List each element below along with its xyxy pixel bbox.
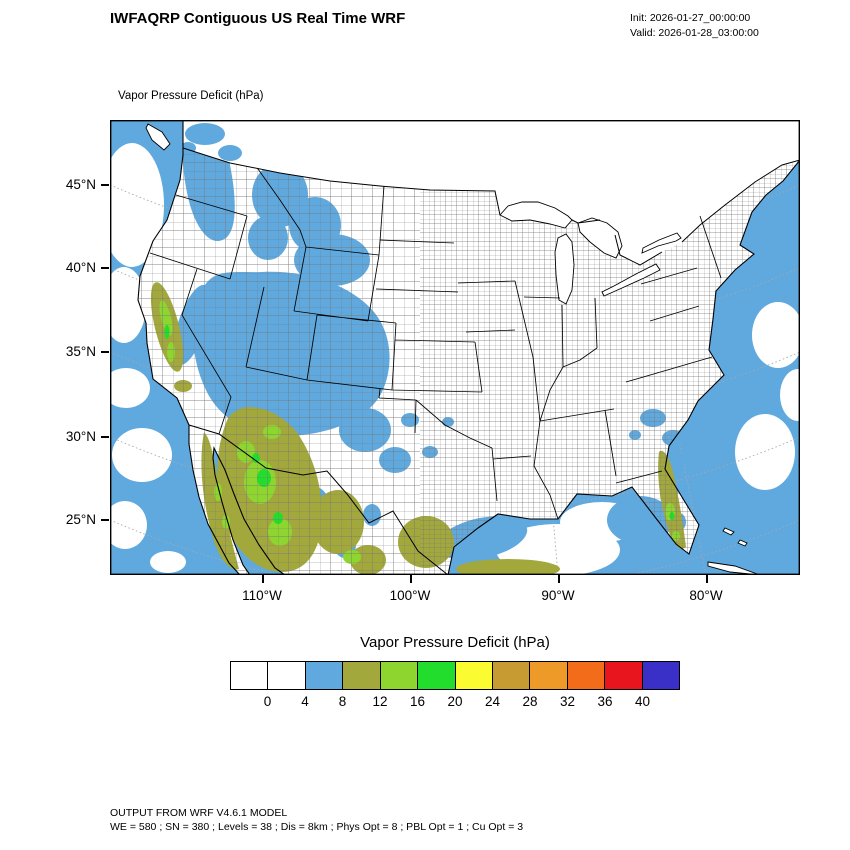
coastline <box>137 120 801 576</box>
colorbar-tick-label: 36 <box>597 694 613 709</box>
axis-tick <box>101 184 109 186</box>
colorbar-cell <box>567 662 606 689</box>
colorbar-cell <box>343 662 381 689</box>
islands <box>145 123 761 576</box>
colorbar-tick-label: 4 <box>301 694 309 709</box>
us-vpd-map <box>100 119 816 595</box>
run-times: Init: 2026-01-27_00:00:00 Valid: 2026-01… <box>630 11 759 40</box>
axis-tick <box>262 575 264 583</box>
colorbar-cell <box>455 662 493 689</box>
colorbar-cell <box>642 662 680 689</box>
colorbar-tick-label: 28 <box>522 694 538 709</box>
model-footer: OUTPUT FROM WRF V4.6.1 MODEL WE = 580 ; … <box>110 806 523 834</box>
lat-label-25n: 25°N <box>65 512 96 527</box>
us-mexico-border <box>188 424 449 576</box>
colorbar-cell <box>530 662 568 689</box>
axis-tick <box>101 267 109 269</box>
init-time: Init: 2026-01-27_00:00:00 <box>630 12 751 24</box>
axis-tick <box>558 575 560 583</box>
colorbar-cell <box>231 662 269 689</box>
lat-label-40n: 40°N <box>65 260 96 275</box>
map-panel <box>100 119 816 595</box>
axis-tick <box>101 519 109 521</box>
axis-tick <box>706 575 708 583</box>
colorbar-cell <box>605 662 643 689</box>
lat-label-35n: 35°N <box>65 344 96 359</box>
county-boundaries-texture <box>138 120 800 575</box>
canada-border-line <box>182 147 801 266</box>
vpd-blue-regions-canada <box>180 123 242 161</box>
colorbar-cell <box>380 662 419 689</box>
lon-label-110w: 110°W <box>242 588 282 603</box>
colorbar-title: Vapor Pressure Deficit (hPa) <box>360 634 550 651</box>
colorbar-tick-label: 40 <box>634 694 651 709</box>
map-subtitle: Vapor Pressure Deficit (hPa) <box>118 90 264 102</box>
axis-tick <box>410 575 412 583</box>
colorbar-ticks: 0 4 8 12 16 20 24 28 32 36 40 <box>230 694 680 712</box>
colorbar-tick-label: 24 <box>484 694 501 709</box>
colorbar <box>230 661 680 690</box>
colorbar-tick-label: 32 <box>559 694 576 709</box>
great-lakes <box>499 201 682 305</box>
map-frame <box>109 119 800 576</box>
lat-label-45n: 45°N <box>65 177 96 192</box>
colorbar-cell <box>418 662 456 689</box>
lon-label-90w: 90°W <box>541 588 575 603</box>
lat-label-30n: 30°N <box>65 429 96 444</box>
state-borders <box>149 168 722 520</box>
lon-label-100w: 100°W <box>389 588 431 603</box>
colorbar-cell <box>492 662 531 689</box>
valid-time: Valid: 2026-01-28_03:00:00 <box>630 26 759 39</box>
colorbar-tick-label: 0 <box>263 694 272 709</box>
colorbar-tick-label: 12 <box>372 694 388 709</box>
colorbar-tick-label: 20 <box>447 694 463 709</box>
model-config: WE = 580 ; SN = 380 ; Levels = 38 ; Dis … <box>110 821 524 834</box>
plot-title: IWFAQRP Contiguous US Real Time WRF <box>110 10 406 27</box>
colorbar-cell <box>268 662 306 689</box>
lon-label-80w: 80°W <box>689 588 723 603</box>
model-version: OUTPUT FROM WRF V4.6.1 MODEL <box>110 807 288 819</box>
colorbar-tick-label: 16 <box>409 694 426 709</box>
colorbar-tick-label: 8 <box>338 694 347 709</box>
canada-area <box>183 120 800 265</box>
ocean-low-vpd-patches <box>100 143 816 576</box>
axis-tick <box>101 351 109 353</box>
axis-tick <box>101 436 109 438</box>
colorbar-cell <box>305 662 344 689</box>
